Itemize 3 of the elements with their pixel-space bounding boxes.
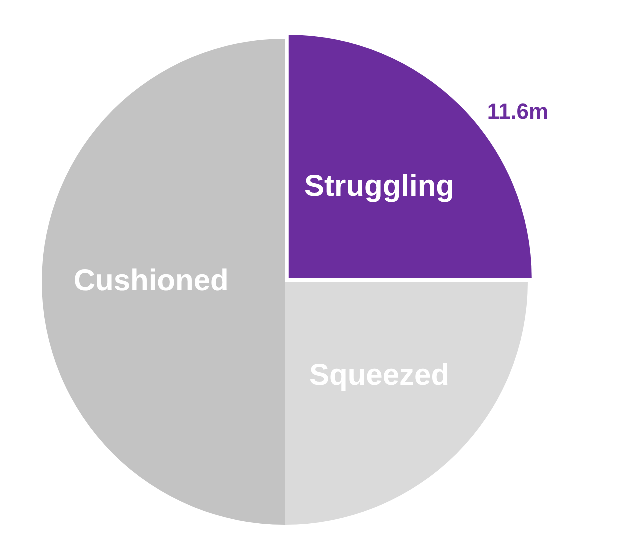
slice-label: Cushioned: [74, 264, 229, 298]
text: 11.6m: [487, 98, 549, 124]
slice-label: Struggling: [304, 170, 454, 203]
